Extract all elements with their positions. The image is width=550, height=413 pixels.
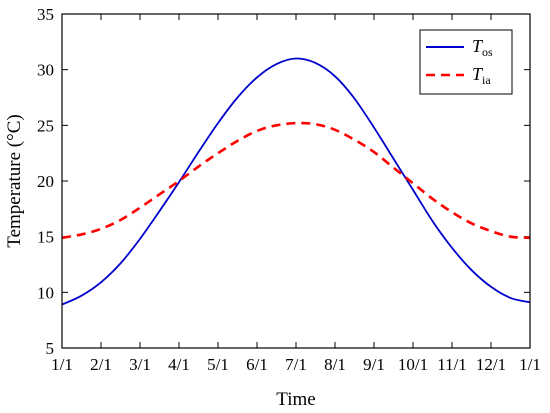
y-axis-ticks: 5 10 15 20 25 30 35 [37, 5, 530, 358]
y-tick-label: 20 [37, 172, 54, 191]
x-tick-label: 9/1 [363, 355, 385, 374]
x-tick-label: 2/1 [90, 355, 112, 374]
y-axis-title: Temperature (°C) [4, 114, 25, 247]
x-tick-label: 7/1 [285, 355, 307, 374]
legend-label-tia: Tia [472, 64, 491, 87]
x-axis-title: Time [276, 389, 315, 410]
legend-label-tos: Tos [472, 36, 493, 59]
x-tick-label: 6/1 [246, 355, 268, 374]
y-tick-label: 30 [37, 61, 54, 80]
x-tick-label: 5/1 [207, 355, 229, 374]
legend-label-tos-sub: os [482, 45, 493, 59]
plot-frame [61, 13, 531, 349]
series-line-os [61, 57, 531, 306]
x-tick-label: 11/1 [437, 355, 467, 374]
legend-label-tia-main: T [472, 64, 484, 84]
x-tick-label: 8/1 [324, 355, 346, 374]
y-tick-label: 10 [37, 283, 54, 302]
y-tick-label: 25 [37, 116, 54, 135]
x-tick-label: 3/1 [129, 355, 151, 374]
x-tick-label: 4/1 [168, 355, 190, 374]
x-tick-label: 10/1 [398, 355, 428, 374]
x-tick-label: 12/1 [476, 355, 506, 374]
y-tick-label: 15 [37, 228, 54, 247]
y-tick-label: 5 [46, 339, 55, 358]
x-tick-label: 1/1 [51, 355, 73, 374]
series-layer [61, 57, 531, 306]
legend-label-tia-sub: ia [482, 73, 491, 87]
x-axis-ticks: 1/1 2/1 3/1 4/1 5/1 6/1 7/1 8/1 9/1 10/1 11/1 12/1 1… [51, 14, 541, 374]
legend-box [419, 29, 513, 95]
legend-label-tos-main: T [472, 36, 484, 56]
legend: Tos Tia [419, 29, 513, 95]
x-tick-label: 1/1 [519, 355, 541, 374]
y-tick-label: 35 [37, 5, 54, 24]
series-line-ia [61, 121, 531, 240]
